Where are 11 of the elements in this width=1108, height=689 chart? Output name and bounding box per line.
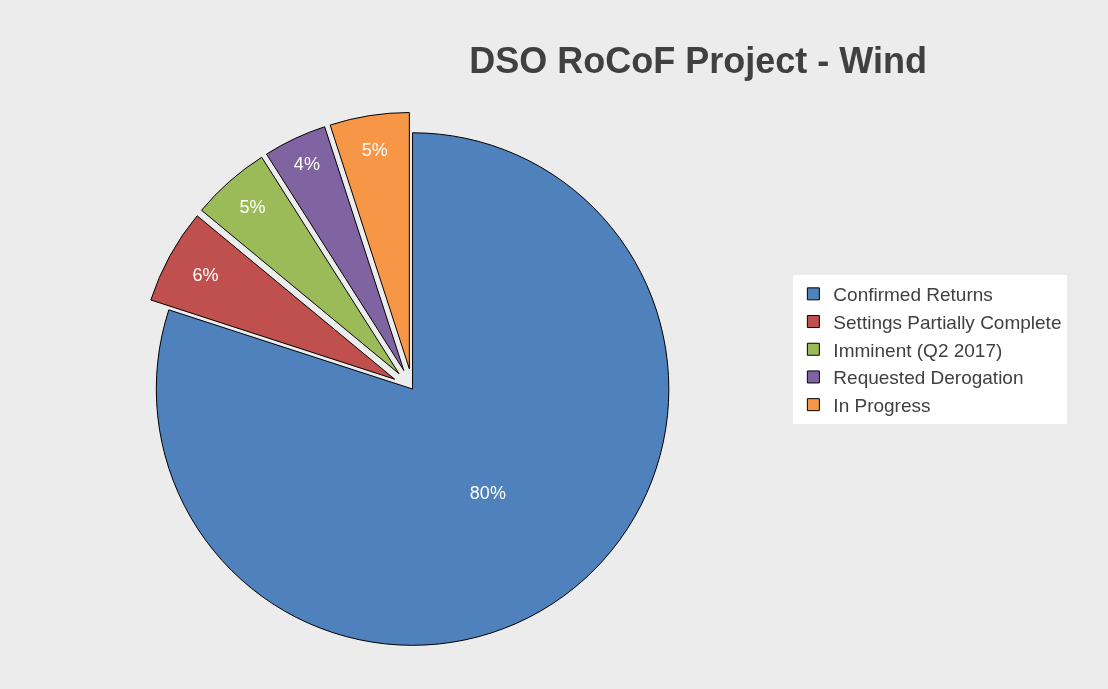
- data-label: 5%: [239, 197, 266, 218]
- legend-label: Settings Partially Complete: [833, 311, 1062, 333]
- data-label: 5%: [361, 139, 388, 160]
- data-label: 80%: [469, 482, 506, 503]
- legend-label: Requested Derogation: [833, 367, 1024, 389]
- legend-label: Confirmed Returns: [833, 284, 993, 306]
- data-label: 4%: [293, 154, 320, 175]
- legend-label: Imminent (Q2 2017): [833, 339, 1003, 361]
- chart-title: DSO RoCoF Project - Wind: [469, 40, 927, 82]
- data-label: 6%: [192, 265, 219, 286]
- legend-label: In Progress: [833, 395, 931, 417]
